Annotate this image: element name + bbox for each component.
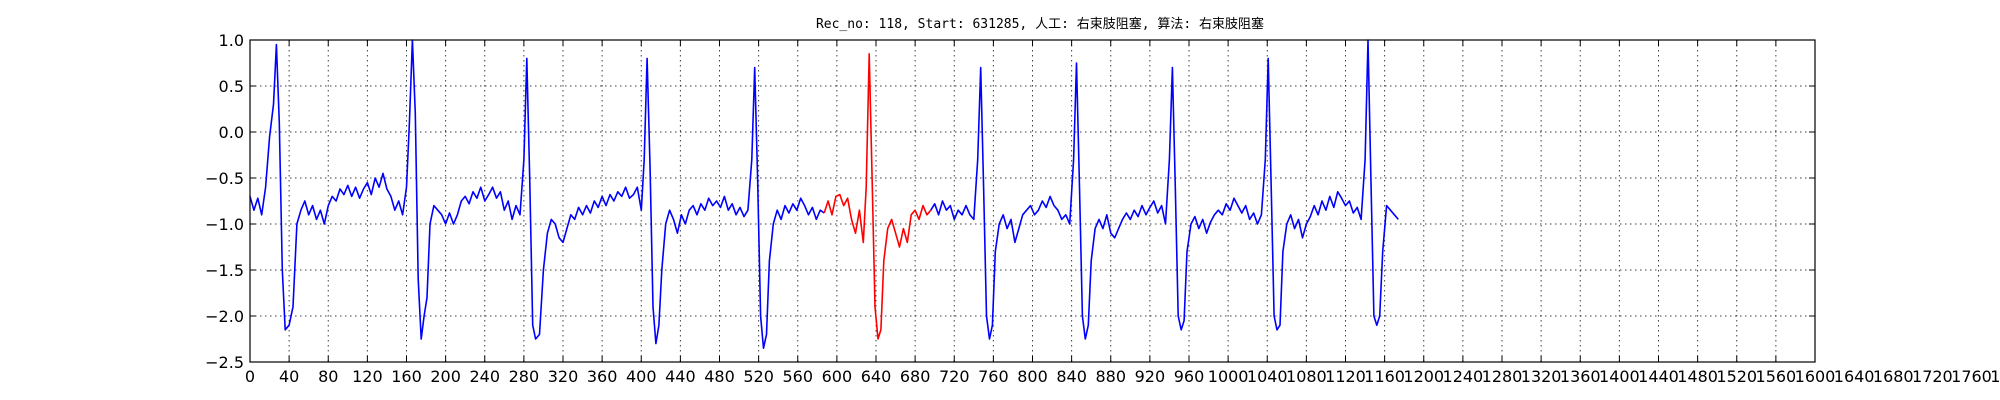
x-tick-label: 920 (1135, 367, 1166, 386)
x-tick-label: 200 (430, 367, 461, 386)
x-tick-label: 0 (245, 367, 255, 386)
x-tick-label: 1360 (1560, 367, 1601, 386)
x-tick-label: 680 (900, 367, 931, 386)
x-tick-label: 1680 (1873, 367, 1914, 386)
x-tick-label: 480 (704, 367, 735, 386)
y-tick-label: −1.5 (205, 261, 244, 280)
x-axis: 0 40 80 120 160 200 240 280 320 360 400 440 480 520 56… (245, 40, 2000, 386)
x-tick-label: 40 (279, 367, 299, 386)
x-tick-label: 1520 (1716, 367, 1757, 386)
x-tick-label: 80 (318, 367, 338, 386)
x-tick-label: 1800 (1990, 367, 2000, 386)
ecg-segment-0 (249, 39, 825, 350)
x-tick-label: 1200 (1403, 367, 1444, 386)
x-tick-label: 760 (978, 367, 1009, 386)
x-tick-label: 1080 (1286, 367, 1327, 386)
y-tick-label: −0.5 (205, 169, 244, 188)
x-tick-label: 640 (861, 367, 892, 386)
x-tick-label: 840 (1056, 367, 1087, 386)
x-tick-label: 1440 (1638, 367, 1679, 386)
x-tick-label: 120 (352, 367, 383, 386)
x-tick-label: 1280 (1482, 367, 1523, 386)
chart-title: Rec_no: 118, Start: 631285, 人工: 右束肢阻塞, 算… (816, 16, 1264, 32)
x-tick-label: 800 (1017, 367, 1048, 386)
y-tick-label: −1.0 (205, 215, 244, 234)
x-tick-label: 880 (1095, 367, 1126, 386)
x-tick-label: 360 (587, 367, 618, 386)
x-tick-label: 1720 (1912, 367, 1953, 386)
y-tick-label: 0.0 (219, 123, 244, 142)
y-axis: 1.0 0.5 0.0 −0.5 −1.0 −1.5 −2.0 −2.5 (205, 31, 1815, 372)
x-tick-label: 1120 (1325, 367, 1366, 386)
x-tick-label: 1240 (1443, 367, 1484, 386)
y-tick-label: −2.0 (205, 307, 244, 326)
x-tick-label: 1160 (1364, 367, 1405, 386)
x-tick-label: 1560 (1756, 367, 1797, 386)
x-tick-label: 320 (548, 367, 579, 386)
x-tick-label: 1640 (1834, 367, 1875, 386)
x-tick-label: 1400 (1599, 367, 1640, 386)
y-tick-label: 0.5 (219, 77, 244, 96)
x-tick-label: 1600 (1795, 367, 1836, 386)
x-tick-label: 960 (1174, 367, 1205, 386)
x-tick-label: 1000 (1208, 367, 1249, 386)
y-tick-label: −2.5 (205, 353, 244, 372)
plot-frame (249, 39, 1816, 363)
x-tick-label: 280 (509, 367, 540, 386)
x-tick-label: 400 (626, 367, 657, 386)
x-tick-label: 600 (822, 367, 853, 386)
ecg-series (249, 39, 1399, 350)
ecg-segment-2 (930, 39, 1399, 340)
ecg-segment-highlighted (823, 52, 932, 340)
x-tick-label: 520 (743, 367, 774, 386)
y-tick-label: 1.0 (219, 31, 244, 50)
x-tick-label: 440 (665, 367, 696, 386)
x-tick-label: 560 (782, 367, 813, 386)
x-tick-label: 1480 (1677, 367, 1718, 386)
x-tick-label: 1760 (1951, 367, 1992, 386)
x-tick-label: 720 (939, 367, 970, 386)
x-tick-label: 240 (469, 367, 500, 386)
x-tick-label: 1320 (1521, 367, 1562, 386)
x-tick-label: 160 (391, 367, 422, 386)
x-tick-label: 1040 (1247, 367, 1288, 386)
